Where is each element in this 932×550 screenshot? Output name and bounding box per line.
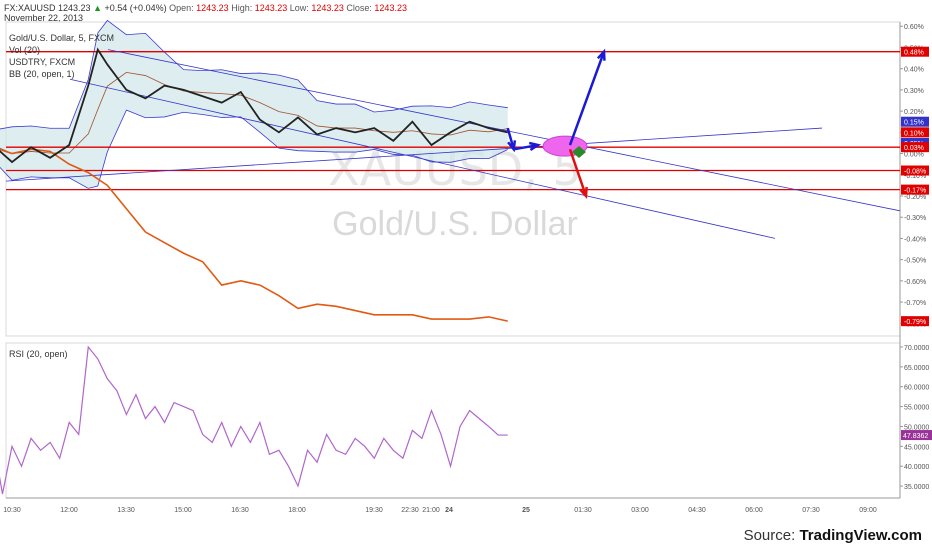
y-tick-label: -0.60% [904, 279, 926, 286]
bollinger-lower [0, 109, 508, 189]
rsi-series-line [0, 345, 508, 495]
x-tick-label: 04:30 [688, 507, 706, 514]
target-diamond [572, 146, 586, 158]
y-tick-label: 0.60% [904, 24, 924, 31]
trend-support-line [5, 127, 823, 182]
x-tick-label: 25 [522, 507, 530, 514]
close-value: 1243.23 [374, 3, 407, 13]
rsi-tick-label: 35.0000 [904, 484, 929, 491]
price-label-text: -0.17% [904, 188, 926, 195]
x-tick-label: 21:00 [422, 507, 440, 514]
arrow-up [568, 51, 606, 146]
rsi-tick-label: 45.0000 [904, 444, 929, 451]
price-label-text: 0.10% [904, 130, 924, 137]
x-tick-label: 01:30 [574, 507, 592, 514]
source-prefix: Source: [743, 527, 800, 544]
arrow-right-head [528, 141, 542, 151]
y-tick-label: 0.00% [904, 152, 924, 159]
y-tick-label: 0.30% [904, 88, 924, 95]
price-label-text: -0.08% [904, 169, 926, 176]
x-tick-label: 24 [445, 507, 453, 514]
y-tick-label: -0.30% [904, 215, 926, 222]
x-tick-label: 19:30 [365, 507, 383, 514]
x-tick-label: 16:30 [231, 507, 249, 514]
y-tick-label: -0.20% [904, 194, 926, 201]
x-tick-label: 13:30 [117, 507, 135, 514]
open-value: 1243.23 [196, 3, 229, 13]
rsi-tick-label: 55.0000 [904, 405, 929, 412]
price-label-badge [901, 142, 929, 153]
xauusd-series-line [0, 47, 508, 164]
bollinger-bands-label[interactable]: BB (20, open, 1) [9, 69, 75, 79]
channel-lower-line [69, 78, 776, 239]
y-tick-label: 0.40% [904, 67, 924, 74]
price-label-badge [901, 116, 929, 127]
x-tick-label: 09:00 [859, 507, 877, 514]
bollinger-upper [0, 19, 508, 130]
y-tick-label: -0.10% [904, 173, 926, 180]
price-label-badge [901, 165, 929, 176]
y-tick-label: 0.20% [904, 109, 924, 116]
symbol-name: FX:XAUUSD [4, 3, 56, 13]
low-label: Low: [289, 3, 309, 13]
watermark-name: Gold/U.S. Dollar [332, 205, 578, 243]
low-value: 1243.23 [311, 3, 344, 13]
arrow-down-head [579, 186, 588, 200]
last-price: 1243.23 [58, 3, 91, 13]
channel-upper-line [107, 49, 901, 212]
symbol-header: FX:XAUUSD 1243.23 ▲ +0.54 (+0.04%) Open:… [4, 3, 407, 13]
arrow-up-head [596, 48, 606, 61]
bollinger-middle [0, 71, 508, 154]
rsi-tick-label: 40.0000 [904, 464, 929, 471]
open-label: Open: [169, 3, 194, 13]
rsi-pane-frame [5, 342, 901, 499]
rsi-last-label: 47.8362 [903, 433, 928, 440]
up-arrow-icon: ▲ [93, 3, 103, 13]
x-tick-label: 12:00 [60, 507, 78, 514]
price-label-text: 0.03% [904, 145, 924, 152]
high-value: 1243.23 [254, 3, 288, 13]
source-brand: TradingView.com [799, 527, 922, 544]
chart-date: November 22, 2013 [4, 13, 84, 23]
arrow-down [568, 148, 588, 197]
y-tick-label: -0.40% [904, 236, 926, 243]
price-label-text: 0.48% [904, 50, 924, 57]
close-label: Close: [346, 3, 372, 13]
high-label: High: [231, 3, 253, 13]
x-tick-label: 03:00 [631, 507, 649, 514]
arrow-right [513, 143, 539, 151]
x-tick-label: 06:00 [745, 507, 763, 514]
price-label-badge [901, 316, 929, 327]
rsi-tick-label: 60.0000 [904, 385, 929, 392]
price-label-text: 0.15% [904, 120, 924, 127]
y-tick-label: -0.70% [904, 300, 926, 307]
price-label-badge [901, 46, 929, 57]
bollinger-fill [0, 20, 508, 189]
usdtry-series-line [0, 148, 508, 322]
source-credit: Source: TradingView.com [744, 527, 922, 544]
x-tick-label: 10:30 [3, 507, 21, 514]
main-series-label[interactable]: Gold/U.S. Dollar, 5, FXCM [9, 33, 115, 43]
price-change: +0.54 (+0.04%) [104, 3, 167, 13]
x-tick-label: 18:00 [288, 507, 306, 514]
volume-indicator-label[interactable]: Vol (20) [9, 45, 41, 55]
rsi-tick-label: 70.0000 [904, 345, 929, 352]
rsi-tick-label: 50.0000 [904, 424, 929, 431]
rsi-tick-label: 65.0000 [904, 365, 929, 372]
rsi-last-badge [901, 430, 932, 441]
price-label-badge [901, 184, 929, 195]
x-tick-label: 07:30 [802, 507, 820, 514]
arrow-down-short [506, 127, 515, 150]
price-label-badge [901, 127, 929, 138]
compare-series-label[interactable]: USDTRY, FXCM [9, 57, 76, 67]
x-tick-label: 22:30 [401, 507, 419, 514]
price-label-text: -0.79% [904, 319, 926, 326]
rsi-indicator-label[interactable]: RSI (20, open) [9, 349, 68, 359]
y-tick-label: -0.50% [904, 258, 926, 265]
x-tick-label: 15:00 [174, 507, 192, 514]
